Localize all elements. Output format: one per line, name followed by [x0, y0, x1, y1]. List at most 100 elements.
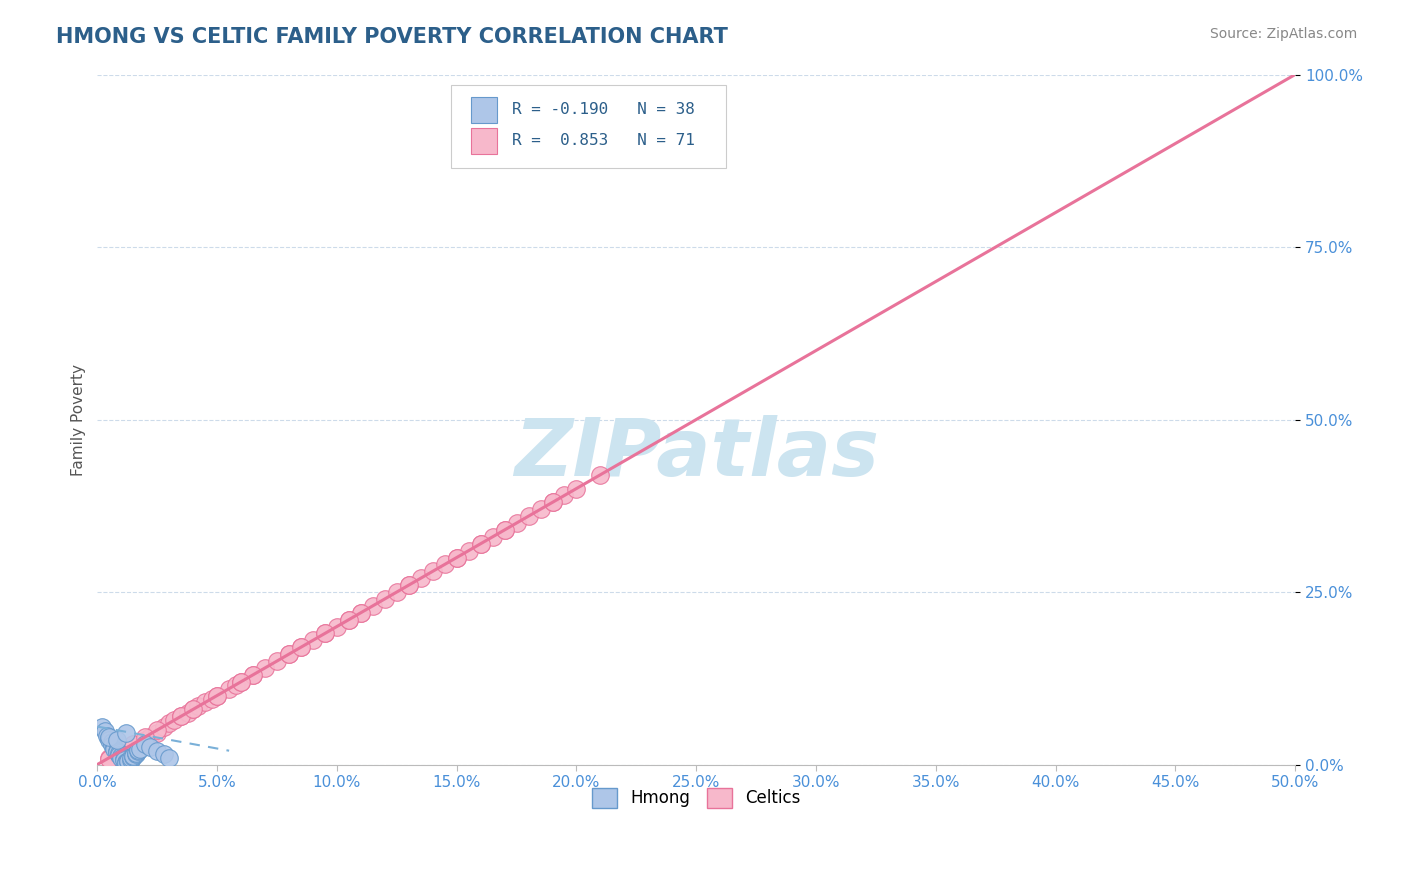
Point — [98, 730, 121, 744]
Point — [374, 591, 396, 606]
Point — [100, 738, 122, 752]
Point — [589, 467, 612, 482]
Point — [337, 613, 360, 627]
Point — [481, 530, 503, 544]
Point — [494, 523, 516, 537]
Point — [146, 744, 169, 758]
Point — [120, 753, 142, 767]
Text: Source: ZipAtlas.com: Source: ZipAtlas.com — [1209, 27, 1357, 41]
Point — [385, 585, 408, 599]
Point — [242, 668, 264, 682]
Point — [115, 756, 138, 771]
Point — [157, 716, 180, 731]
Point — [105, 747, 128, 761]
Point — [194, 695, 217, 709]
Point — [170, 709, 193, 723]
Point — [505, 516, 527, 530]
Point — [98, 733, 121, 747]
Point — [110, 749, 132, 764]
Point — [350, 606, 373, 620]
Point — [122, 750, 145, 764]
Point — [122, 748, 145, 763]
Point — [314, 626, 336, 640]
Point — [110, 745, 132, 759]
Point — [127, 743, 149, 757]
Point — [108, 747, 131, 761]
Y-axis label: Family Poverty: Family Poverty — [72, 364, 86, 475]
Point — [446, 550, 468, 565]
Point — [108, 747, 131, 762]
Point — [422, 564, 444, 578]
Point — [129, 741, 152, 756]
Point — [115, 755, 138, 769]
Point — [565, 482, 588, 496]
Point — [302, 633, 325, 648]
Point — [153, 720, 176, 734]
Point — [110, 750, 132, 764]
Point — [129, 737, 152, 751]
Point — [398, 578, 420, 592]
Text: R =  0.853   N = 71: R = 0.853 N = 71 — [512, 133, 695, 148]
Point — [125, 747, 148, 761]
Point — [517, 509, 540, 524]
Point — [93, 724, 115, 739]
Point — [278, 647, 301, 661]
Point — [134, 733, 156, 747]
Point — [153, 747, 176, 761]
Point — [125, 746, 148, 760]
Point — [314, 626, 336, 640]
Point — [127, 744, 149, 758]
Point — [177, 706, 200, 720]
Point — [103, 740, 125, 755]
Point — [105, 733, 128, 747]
Point — [181, 702, 204, 716]
Point — [146, 723, 169, 737]
Point — [398, 578, 420, 592]
Point — [98, 752, 121, 766]
Point — [290, 640, 312, 655]
Point — [541, 495, 564, 509]
Point — [163, 713, 186, 727]
Text: R = -0.190   N = 38: R = -0.190 N = 38 — [512, 103, 695, 117]
Point — [146, 726, 169, 740]
Point — [170, 709, 193, 723]
Point — [229, 674, 252, 689]
Point — [105, 744, 128, 758]
Point — [120, 751, 142, 765]
Point — [229, 674, 252, 689]
Point — [201, 692, 224, 706]
Point — [134, 730, 156, 744]
Point — [350, 606, 373, 620]
Point — [361, 599, 384, 613]
Point — [290, 640, 312, 655]
Point — [103, 742, 125, 756]
Point — [115, 726, 138, 740]
Point — [112, 752, 135, 766]
Point — [187, 698, 209, 713]
Point — [139, 740, 162, 755]
Point — [470, 537, 492, 551]
Point — [117, 754, 139, 768]
Point — [91, 720, 114, 734]
Point — [470, 537, 492, 551]
Point — [112, 753, 135, 767]
Point — [105, 745, 128, 759]
Point — [122, 740, 145, 755]
Point — [278, 647, 301, 661]
Point — [494, 523, 516, 537]
Point — [100, 735, 122, 749]
Point — [134, 737, 156, 751]
Point — [105, 744, 128, 758]
Point — [446, 550, 468, 565]
Point — [553, 488, 575, 502]
Point — [254, 661, 277, 675]
Point — [96, 729, 118, 743]
Point — [541, 495, 564, 509]
Point — [117, 756, 139, 770]
Legend: Hmong, Celtics: Hmong, Celtics — [585, 781, 807, 814]
Text: ZIPatlas: ZIPatlas — [513, 415, 879, 493]
Point — [457, 543, 479, 558]
Point — [157, 750, 180, 764]
Point — [409, 571, 432, 585]
Point — [529, 502, 551, 516]
